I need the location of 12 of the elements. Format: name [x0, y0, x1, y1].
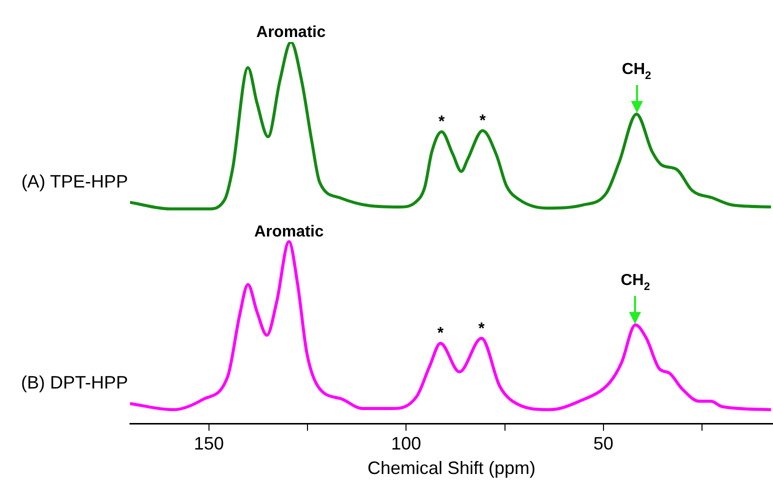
- x-axis-title: Chemical Shift (ppm): [367, 458, 536, 478]
- annotation: *: [480, 112, 487, 130]
- series-label: (B) DPT-HPP: [20, 372, 128, 393]
- annotation: *: [438, 114, 446, 131]
- x-tick-label: 150: [194, 434, 224, 454]
- x-tick-label: 50: [593, 434, 614, 454]
- series-label: (A) TPE-HPP: [21, 171, 128, 192]
- annotation: Aromatic: [254, 224, 324, 241]
- x-tick-label: 100: [391, 434, 422, 454]
- annotation: *: [478, 320, 486, 338]
- annotation: Aromatic: [256, 24, 326, 41]
- annotation: *: [437, 325, 444, 342]
